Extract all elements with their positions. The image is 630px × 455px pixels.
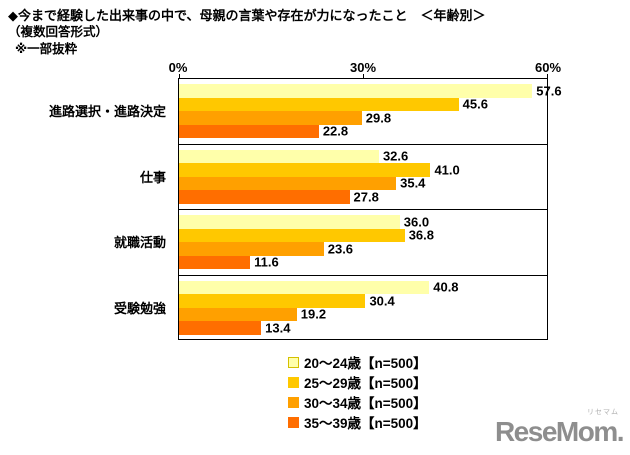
resemom-logo: リセマム ReseMom. [494,409,625,447]
x-axis-tick-label: 60% [534,60,562,75]
bar: 57.6 [179,83,562,98]
bar: 40.8 [179,280,459,295]
legend-swatch-icon [288,376,299,388]
legend-label: 25～29歳【n=500】 [304,376,427,391]
legend-item: 35～39歳【n=500】 [288,412,427,432]
axis-tick-mark [546,74,548,78]
plot-area: 57.6 45.6 29.8 22.8 32.6 41.0 35.4 27.8 36.0 36.8… [178,74,562,342]
bar-group: 40.8 30.4 19.2 13.4 [179,276,547,342]
bar-value-label: 29.8 [365,110,392,126]
bar: 11.6 [179,255,279,270]
bar: 22.8 [179,124,348,139]
bar: 35.4 [179,176,425,191]
bar-value-label: 40.8 [433,279,459,295]
category-label: 就職活動 [113,235,166,251]
legend-swatch-icon [288,416,299,428]
bar: 29.8 [179,110,391,125]
bar: 27.8 [179,189,379,204]
x-axis-tick-label: 30% [349,60,377,75]
bar-value-label: 45.6 [462,96,488,112]
legend-item: 25～29歳【n=500】 [288,372,427,392]
bar: 30.4 [179,293,395,308]
bar-value-label: 30.4 [369,293,395,309]
bar-group: 36.0 36.8 23.6 11.6 [179,210,547,276]
category-label: 仕事 [139,169,166,185]
legend: 20～24歳【n=500】 25～29歳【n=500】 30～34歳【n=500】 3… [288,352,427,432]
legend-label: 30～34歳【n=500】 [304,396,427,411]
legend-label: 20～24歳【n=500】 [304,356,427,371]
bar-value-label: 41.0 [434,162,460,178]
axis-tick-mark [178,74,180,78]
bar-value-label: 11.6 [254,254,279,270]
bar: 45.6 [179,97,488,112]
logo-kana-text: リセマム [587,409,619,416]
x-axis-labels: 0% 30% 60% [169,60,561,76]
axis-tick-mark [362,74,364,78]
chart-title-block: ◆今まで経験した出来事の中で、母親の言葉や存在が力になったこと ＜年齢別＞ （複… [8,7,485,58]
bar-value-label: 32.6 [382,148,409,164]
chart-title: ◆今まで経験した出来事の中で、母親の言葉や存在が力になったこと ＜年齢別＞ [8,8,486,23]
bar: 32.6 [179,149,408,164]
category-label: 進路選択・進路決定 [48,104,166,120]
bar-value-label: 36.8 [408,227,435,243]
bar: 23.6 [179,241,353,256]
bar-value-label: 23.6 [327,241,354,257]
bar: 13.4 [179,320,290,335]
category-label: 受験勉強 [113,300,166,316]
bar: 19.2 [179,307,326,322]
bar-value-label: 57.6 [536,83,562,99]
legend-swatch-icon [288,356,299,368]
logo-text: ReseMom. [494,416,625,447]
bar: 41.0 [179,162,460,177]
bar-value-label: 27.8 [353,189,379,205]
bar-value-label: 35.4 [400,175,426,191]
legend-label: 35～39歳【n=500】 [304,416,427,431]
bar-value-label: 22.8 [322,123,349,139]
bar-group: 32.6 41.0 35.4 27.8 [179,145,547,210]
bar: 36.8 [179,228,434,243]
bar-value-label: 19.2 [300,306,327,322]
legend-item: 20～24歳【n=500】 [288,352,427,372]
bar-group: 57.6 45.6 29.8 22.8 [179,79,562,145]
bar-value-label: 13.4 [265,320,291,336]
category-labels: 進路選択・進路決定仕事就職活動受験勉強 [0,78,172,340]
bar-value-label: 36.0 [403,214,430,230]
bar: 36.0 [179,214,429,229]
x-axis-tick-label: 0% [168,60,188,75]
legend-item: 30～34歳【n=500】 [288,392,427,412]
legend-swatch-icon [288,396,299,408]
chart-note: ※一部抜粋 [15,42,78,56]
chart-subtitle: （複数回答形式） [8,25,109,39]
